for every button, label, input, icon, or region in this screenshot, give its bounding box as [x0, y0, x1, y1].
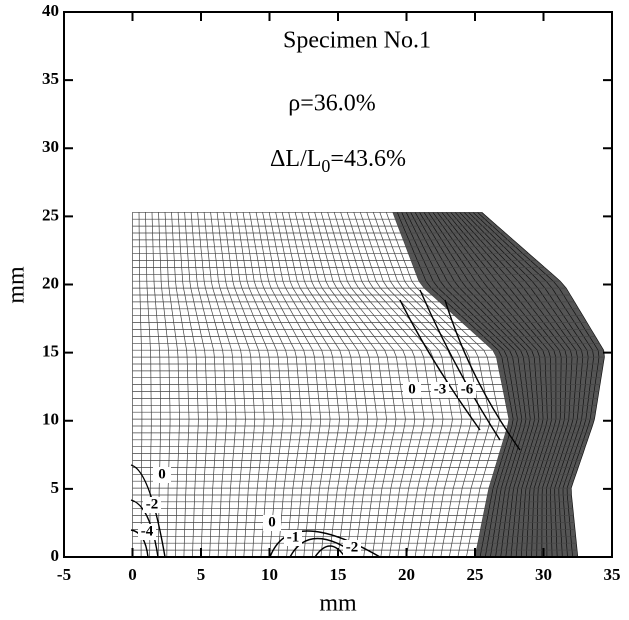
contour-label: -2 [346, 539, 359, 555]
y-tick-label: 30 [42, 137, 59, 156]
contour-line [419, 289, 501, 441]
y-tick-label: 0 [51, 546, 60, 565]
contour-label: -3 [434, 381, 447, 397]
contour-label-bg [403, 382, 421, 398]
annotation: Specimen No.1 [283, 28, 431, 54]
x-tick-label: 10 [261, 565, 278, 584]
contour-line [444, 299, 521, 451]
annotation: ΔL/L0=43.6% [270, 146, 406, 177]
x-tick-label: 35 [604, 565, 621, 584]
y-tick-label: 35 [42, 69, 59, 88]
contour-line [130, 464, 166, 558]
y-axis-label: mm [4, 266, 30, 304]
contour-label-bg [263, 515, 281, 531]
y-tick-label: 15 [42, 342, 59, 361]
y-tick-label: 10 [42, 410, 59, 429]
x-tick-label: 5 [197, 565, 206, 584]
contour-label-bg [458, 382, 476, 398]
mesh [130, 211, 605, 558]
y-tick-label: 40 [42, 1, 59, 20]
x-tick-label: 15 [330, 565, 347, 584]
contour-label: -1 [287, 529, 300, 545]
contour-label: 0 [408, 381, 416, 397]
annotation-part: ΔL/L [270, 146, 321, 172]
x-tick-label: -5 [57, 565, 71, 584]
contour-label: -4 [141, 523, 154, 539]
contour-label-bg [343, 540, 361, 556]
x-axis-label: mm [319, 591, 357, 617]
contour-label: 0 [268, 514, 276, 530]
contour-line [130, 499, 159, 558]
annotation-part: =43.6% [330, 146, 406, 172]
contour-label: -6 [461, 381, 474, 397]
annotation-subscript: 0 [321, 156, 330, 176]
contour-label-bg [138, 524, 156, 540]
contour-label-bg [153, 467, 171, 483]
contour-label-bg [284, 530, 302, 546]
y-tick-label: 25 [42, 205, 59, 224]
contour-line [314, 545, 346, 558]
annotation: ρ=36.0% [288, 91, 376, 117]
x-tick-label: 30 [535, 565, 552, 584]
deformed-zone [392, 212, 605, 557]
contour-label: -2 [146, 496, 159, 512]
x-tick-label: 20 [398, 565, 415, 584]
contour-label: 0 [158, 466, 166, 482]
y-tick-label: 5 [51, 478, 60, 497]
contour-label-bg [143, 497, 161, 513]
x-tick-label: 25 [467, 565, 484, 584]
x-tick-label: 0 [128, 565, 137, 584]
contour-label-bg [431, 382, 449, 398]
contour-line [399, 299, 481, 431]
y-tick-label: 20 [42, 273, 59, 292]
